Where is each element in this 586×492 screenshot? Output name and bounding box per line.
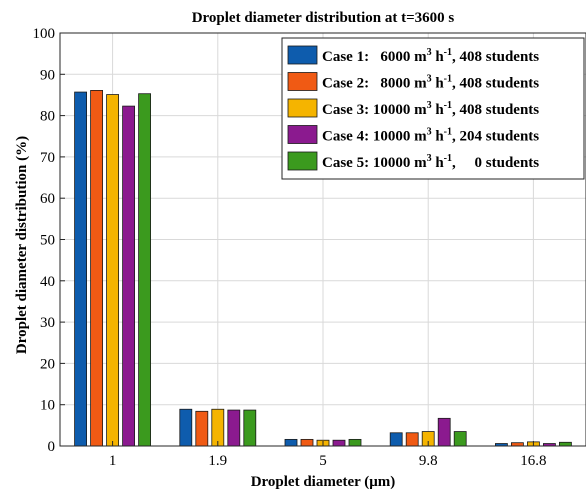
legend-swatch — [287, 151, 318, 171]
bar — [90, 90, 103, 447]
bar — [559, 441, 572, 447]
legend-label: Case 3: 10000 m3 h-1, 408 students — [322, 100, 539, 118]
y-tick-label: 50 — [40, 233, 55, 249]
x-axis-label: Droplet diameter (μm) — [251, 474, 396, 490]
bar-series — [74, 90, 572, 447]
x-tick-label: 16.8 — [520, 453, 546, 469]
bar — [122, 105, 135, 447]
legend-swatch — [287, 125, 318, 144]
bar — [348, 438, 362, 447]
y-tick-label: 30 — [40, 315, 55, 331]
bar — [300, 438, 314, 447]
bar — [74, 91, 87, 447]
legend: Case 1: 6000 m3 h-1, 408 students Case 2:… — [281, 37, 585, 180]
legend-box — [281, 37, 585, 180]
legend-label: Case 5: 10000 m3 h-1, 0 students — [322, 153, 539, 171]
y-axis-label: Droplet diameter distribution (%) — [14, 136, 30, 354]
legend-label: Case 2: 8000 m3 h-1, 408 students — [322, 74, 539, 92]
legend-swatch — [287, 45, 318, 65]
legend-label: Case 1: 6000 m3 h-1, 408 students — [322, 47, 539, 65]
chart-title: Droplet diameter distribution at t=3600 … — [192, 10, 455, 26]
y-tick-label: 10 — [40, 398, 55, 414]
y-tick-label: 70 — [40, 150, 55, 166]
x-tick-label: 5 — [319, 453, 327, 469]
bar — [389, 432, 403, 447]
bar — [195, 410, 209, 447]
x-tick-label: 9.8 — [419, 453, 438, 469]
y-tick-label: 90 — [40, 67, 55, 83]
y-tick-label: 100 — [33, 26, 56, 42]
y-tick-label: 80 — [40, 109, 55, 125]
legend-label: Case 4: 10000 m3 h-1, 204 students — [322, 127, 539, 145]
bar — [405, 432, 419, 447]
bar — [284, 438, 298, 447]
bar — [227, 409, 241, 447]
bar — [453, 431, 467, 447]
x-axis-ticks: 1 1.9 5 9.8 16.8 — [109, 441, 547, 469]
y-tick-label: 0 — [48, 439, 56, 455]
y-axis-ticks: 0 10 20 30 40 50 60 70 80 90 100 — [33, 26, 65, 455]
bar — [211, 408, 225, 447]
legend-swatch — [287, 98, 318, 118]
bar — [332, 439, 346, 447]
y-tick-label: 60 — [40, 191, 55, 207]
x-tick-label: 1.9 — [208, 453, 227, 469]
y-tick-label: 20 — [40, 356, 55, 372]
bar — [138, 93, 152, 447]
legend-swatch — [287, 72, 318, 91]
bar — [179, 408, 193, 447]
x-tick-label: 1 — [109, 453, 117, 469]
bar — [243, 409, 257, 447]
bar — [437, 417, 451, 447]
y-tick-label: 40 — [40, 274, 55, 290]
bar — [106, 94, 119, 447]
